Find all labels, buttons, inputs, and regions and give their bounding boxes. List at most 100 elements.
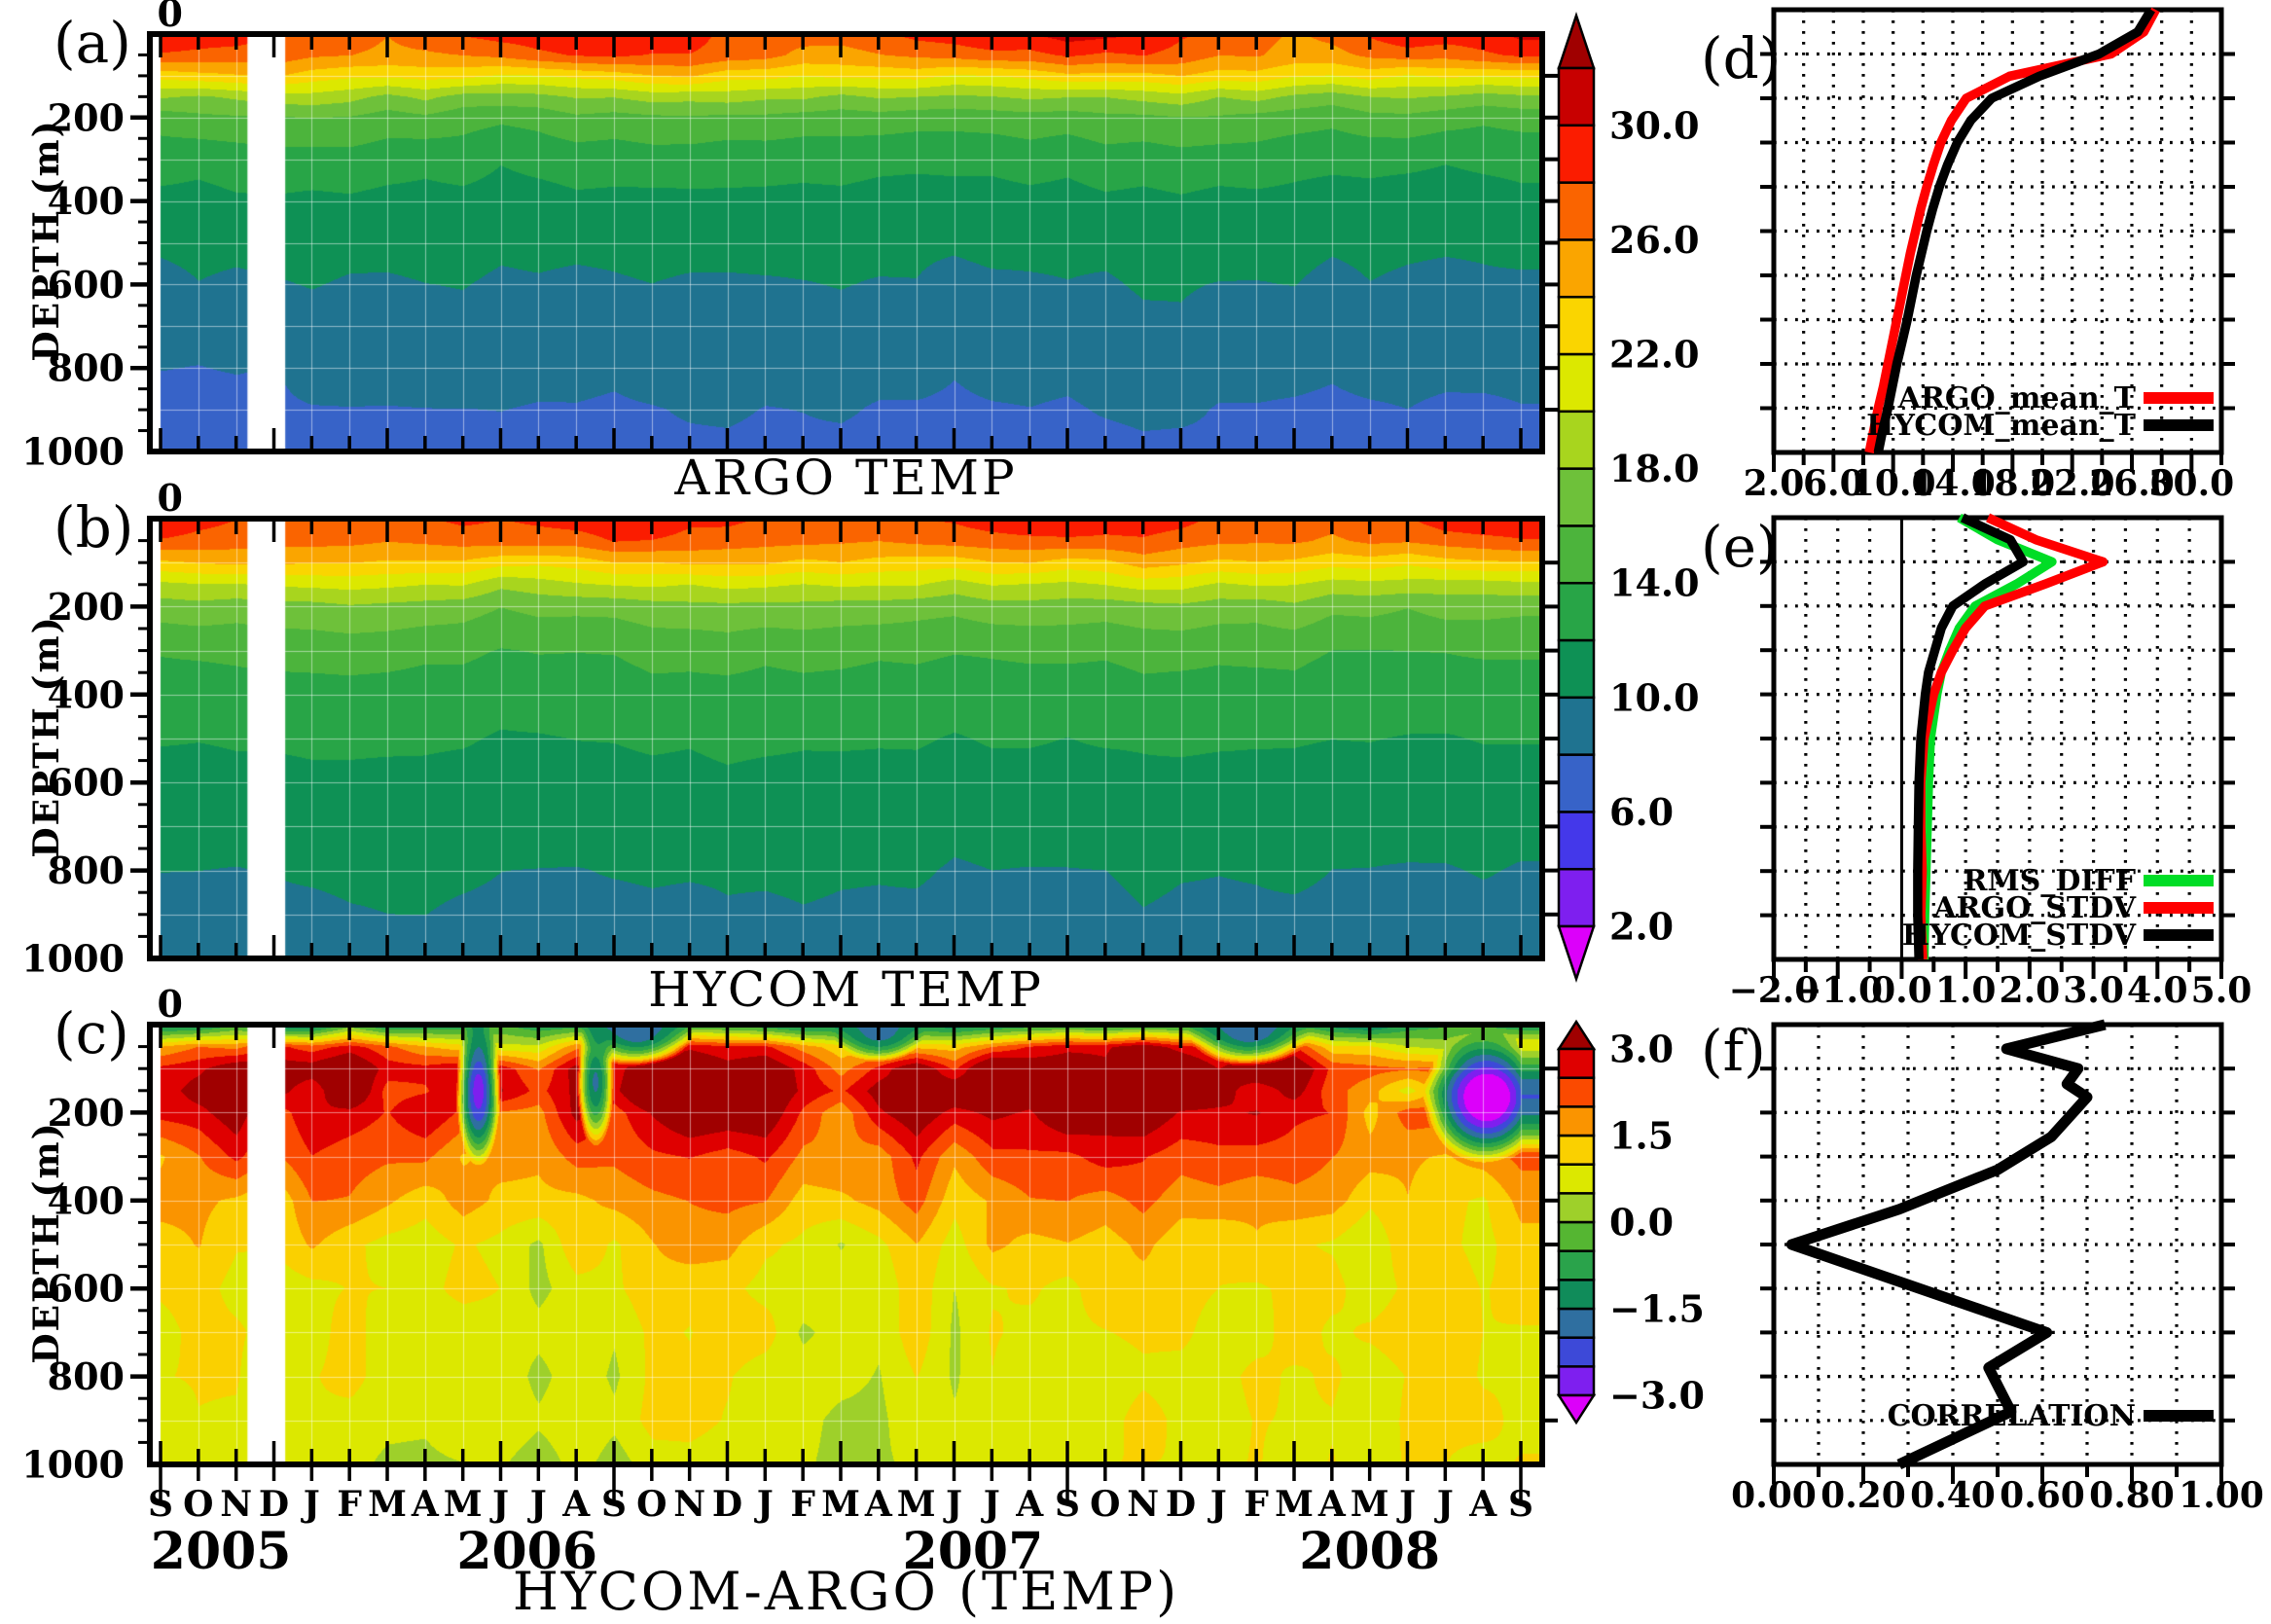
month-label-29: F <box>1244 1484 1269 1525</box>
legend-label-ARGO_STDV: ARGO_STDV <box>1932 891 2136 925</box>
series-RMS_DIFF <box>1919 513 2057 960</box>
month-label-11: A <box>561 1484 591 1525</box>
xtick-f-1: 0.20 <box>1820 1475 1906 1516</box>
xtick-d-5: 22.0 <box>2030 463 2115 504</box>
title-argo-temp: ARGO TEMP <box>674 450 1018 506</box>
month-label-10: J <box>527 1484 547 1525</box>
month-label-17: F <box>790 1484 815 1525</box>
month-label-1: O <box>183 1484 213 1525</box>
month-label-31: A <box>1317 1484 1347 1525</box>
depth-axis-label-b: DEPTH (m) <box>26 615 67 858</box>
month-label-14: N <box>673 1484 705 1525</box>
panel-label-e: (e) <box>1701 514 1779 580</box>
diff-colorbar-label-2: 0.0 <box>1609 1201 1674 1245</box>
month-label-21: J <box>943 1484 962 1525</box>
month-label-36: S <box>1508 1484 1533 1525</box>
month-label-18: M <box>821 1484 860 1525</box>
diff-colorbar: 3.0 1.5 0.0 −1.5 −3.0 <box>1556 1019 1705 1426</box>
month-label-22: J <box>981 1484 1000 1525</box>
depth-axis-label-a: DEPTH (m) <box>26 119 67 362</box>
frame-d <box>1771 7 2224 455</box>
month-label-0: S <box>148 1484 173 1525</box>
month-label-34: J <box>1434 1484 1454 1525</box>
xtick-e-1: −1.0 <box>1792 970 1883 1011</box>
hycom-temp-contour <box>150 519 1542 958</box>
frame-f <box>1771 1022 2224 1467</box>
xtick-f-3: 0.60 <box>2000 1475 2085 1516</box>
legend-label-HYCOM_STDV: HYCOM_STDV <box>1902 919 2137 953</box>
series-HYCOM_STDV <box>1913 513 2029 960</box>
diff-colorbar-label-3: −1.5 <box>1609 1287 1705 1331</box>
temp-colorbar-label-6: 6.0 <box>1609 790 1674 834</box>
legend-label-CORRELATION: CORRELATION <box>1888 1399 2136 1433</box>
xtick-d-3: 14.0 <box>1910 463 1996 504</box>
month-label-7: A <box>411 1484 440 1525</box>
legend-label-RMS_DIFF: RMS_DIFF <box>1964 864 2136 898</box>
panel-f: CORRELATION 0.00 0.20 0.40 0.60 0.80 1.00 <box>1731 1019 2264 1516</box>
temp-colorbar-label-4: 14.0 <box>1609 561 1700 605</box>
xtick-e-2: 0.0 <box>1871 970 1932 1011</box>
series-ARGO_mean_T <box>1864 7 2160 453</box>
month-label-27: D <box>1166 1484 1196 1525</box>
month-label-9: J <box>489 1484 509 1525</box>
xtick-f-2: 0.40 <box>1910 1475 1996 1516</box>
month-label-4: J <box>301 1484 320 1525</box>
xtick-d-7: 30.0 <box>2148 463 2234 504</box>
month-label-26: N <box>1127 1484 1159 1525</box>
month-label-5: F <box>337 1484 362 1525</box>
month-label-3: D <box>259 1484 289 1525</box>
month-label-8: M <box>444 1484 483 1525</box>
depth-tick-0-a: 0 <box>158 0 183 35</box>
month-label-25: O <box>1090 1484 1120 1525</box>
month-label-6: M <box>368 1484 407 1525</box>
xtick-d-0: 2.0 <box>1744 463 1805 504</box>
month-label-23: A <box>1015 1484 1044 1525</box>
xtick-e-6: 4.0 <box>2127 970 2188 1011</box>
series-CORRELATION <box>1785 1019 2107 1469</box>
month-label-15: D <box>712 1484 742 1525</box>
month-label-35: A <box>1468 1484 1497 1525</box>
depth-tick-1000-c: 1000 <box>21 1443 125 1487</box>
month-label-19: A <box>864 1484 893 1525</box>
depth-tick-1000-b: 1000 <box>21 937 125 981</box>
xtick-d-1: 6.0 <box>1803 463 1864 504</box>
depth-axis-label-c: DEPTH (m) <box>26 1121 67 1364</box>
diff-colorbar-over-arrow <box>1556 1019 1597 1051</box>
temp-colorbar-label-3: 18.0 <box>1609 447 1700 490</box>
month-label-16: J <box>754 1484 774 1525</box>
xtick-d-4: 18.0 <box>1969 463 2055 504</box>
diff-colorbar-label-1: 1.5 <box>1609 1114 1674 1158</box>
temp-colorbar-label-1: 26.0 <box>1609 218 1700 262</box>
temp-colorbar-under-arrow <box>1557 924 1596 983</box>
month-label-33: J <box>1396 1484 1416 1525</box>
xtick-e-5: 3.0 <box>2063 970 2124 1011</box>
month-label-30: M <box>1275 1484 1314 1525</box>
temp-colorbar: 30.0 26.0 22.0 18.0 14.0 10.0 6.0 2.0 <box>1557 12 1700 983</box>
diff-colorbar-label-4: −3.0 <box>1609 1374 1705 1418</box>
diff-colorbar-under-arrow <box>1556 1393 1597 1426</box>
month-label-20: M <box>897 1484 936 1525</box>
month-label-13: O <box>636 1484 667 1525</box>
xtick-e-4: 2.0 <box>2000 970 2061 1011</box>
month-label-12: S <box>601 1484 627 1525</box>
panel-label-a: (a) <box>54 10 131 76</box>
xtick-e-0: −2.0 <box>1729 970 1820 1011</box>
diff-colorbar-label-0: 3.0 <box>1609 1028 1674 1071</box>
temp-colorbar-label-2: 22.0 <box>1609 333 1700 377</box>
legend-label-ARGO_mean_T: ARGO_mean_T <box>1897 381 2137 415</box>
month-label-2: N <box>220 1484 252 1525</box>
argo-temp-contour <box>150 34 1542 451</box>
month-label-28: J <box>1208 1484 1227 1525</box>
panel-label-c: (c) <box>54 1000 129 1066</box>
temp-colorbar-label-5: 10.0 <box>1609 675 1700 719</box>
panel-label-b: (b) <box>54 494 134 560</box>
series-HYCOM_mean_T <box>1873 7 2155 453</box>
frame-e <box>1771 515 2224 962</box>
title-hycom-temp: HYCOM TEMP <box>648 961 1044 1018</box>
xtick-d-2: 10.0 <box>1851 463 1936 504</box>
legend-label-HYCOM_mean_T: HYCOM_mean_T <box>1866 409 2137 443</box>
hycom-minus-argo-contour <box>150 1025 1542 1464</box>
